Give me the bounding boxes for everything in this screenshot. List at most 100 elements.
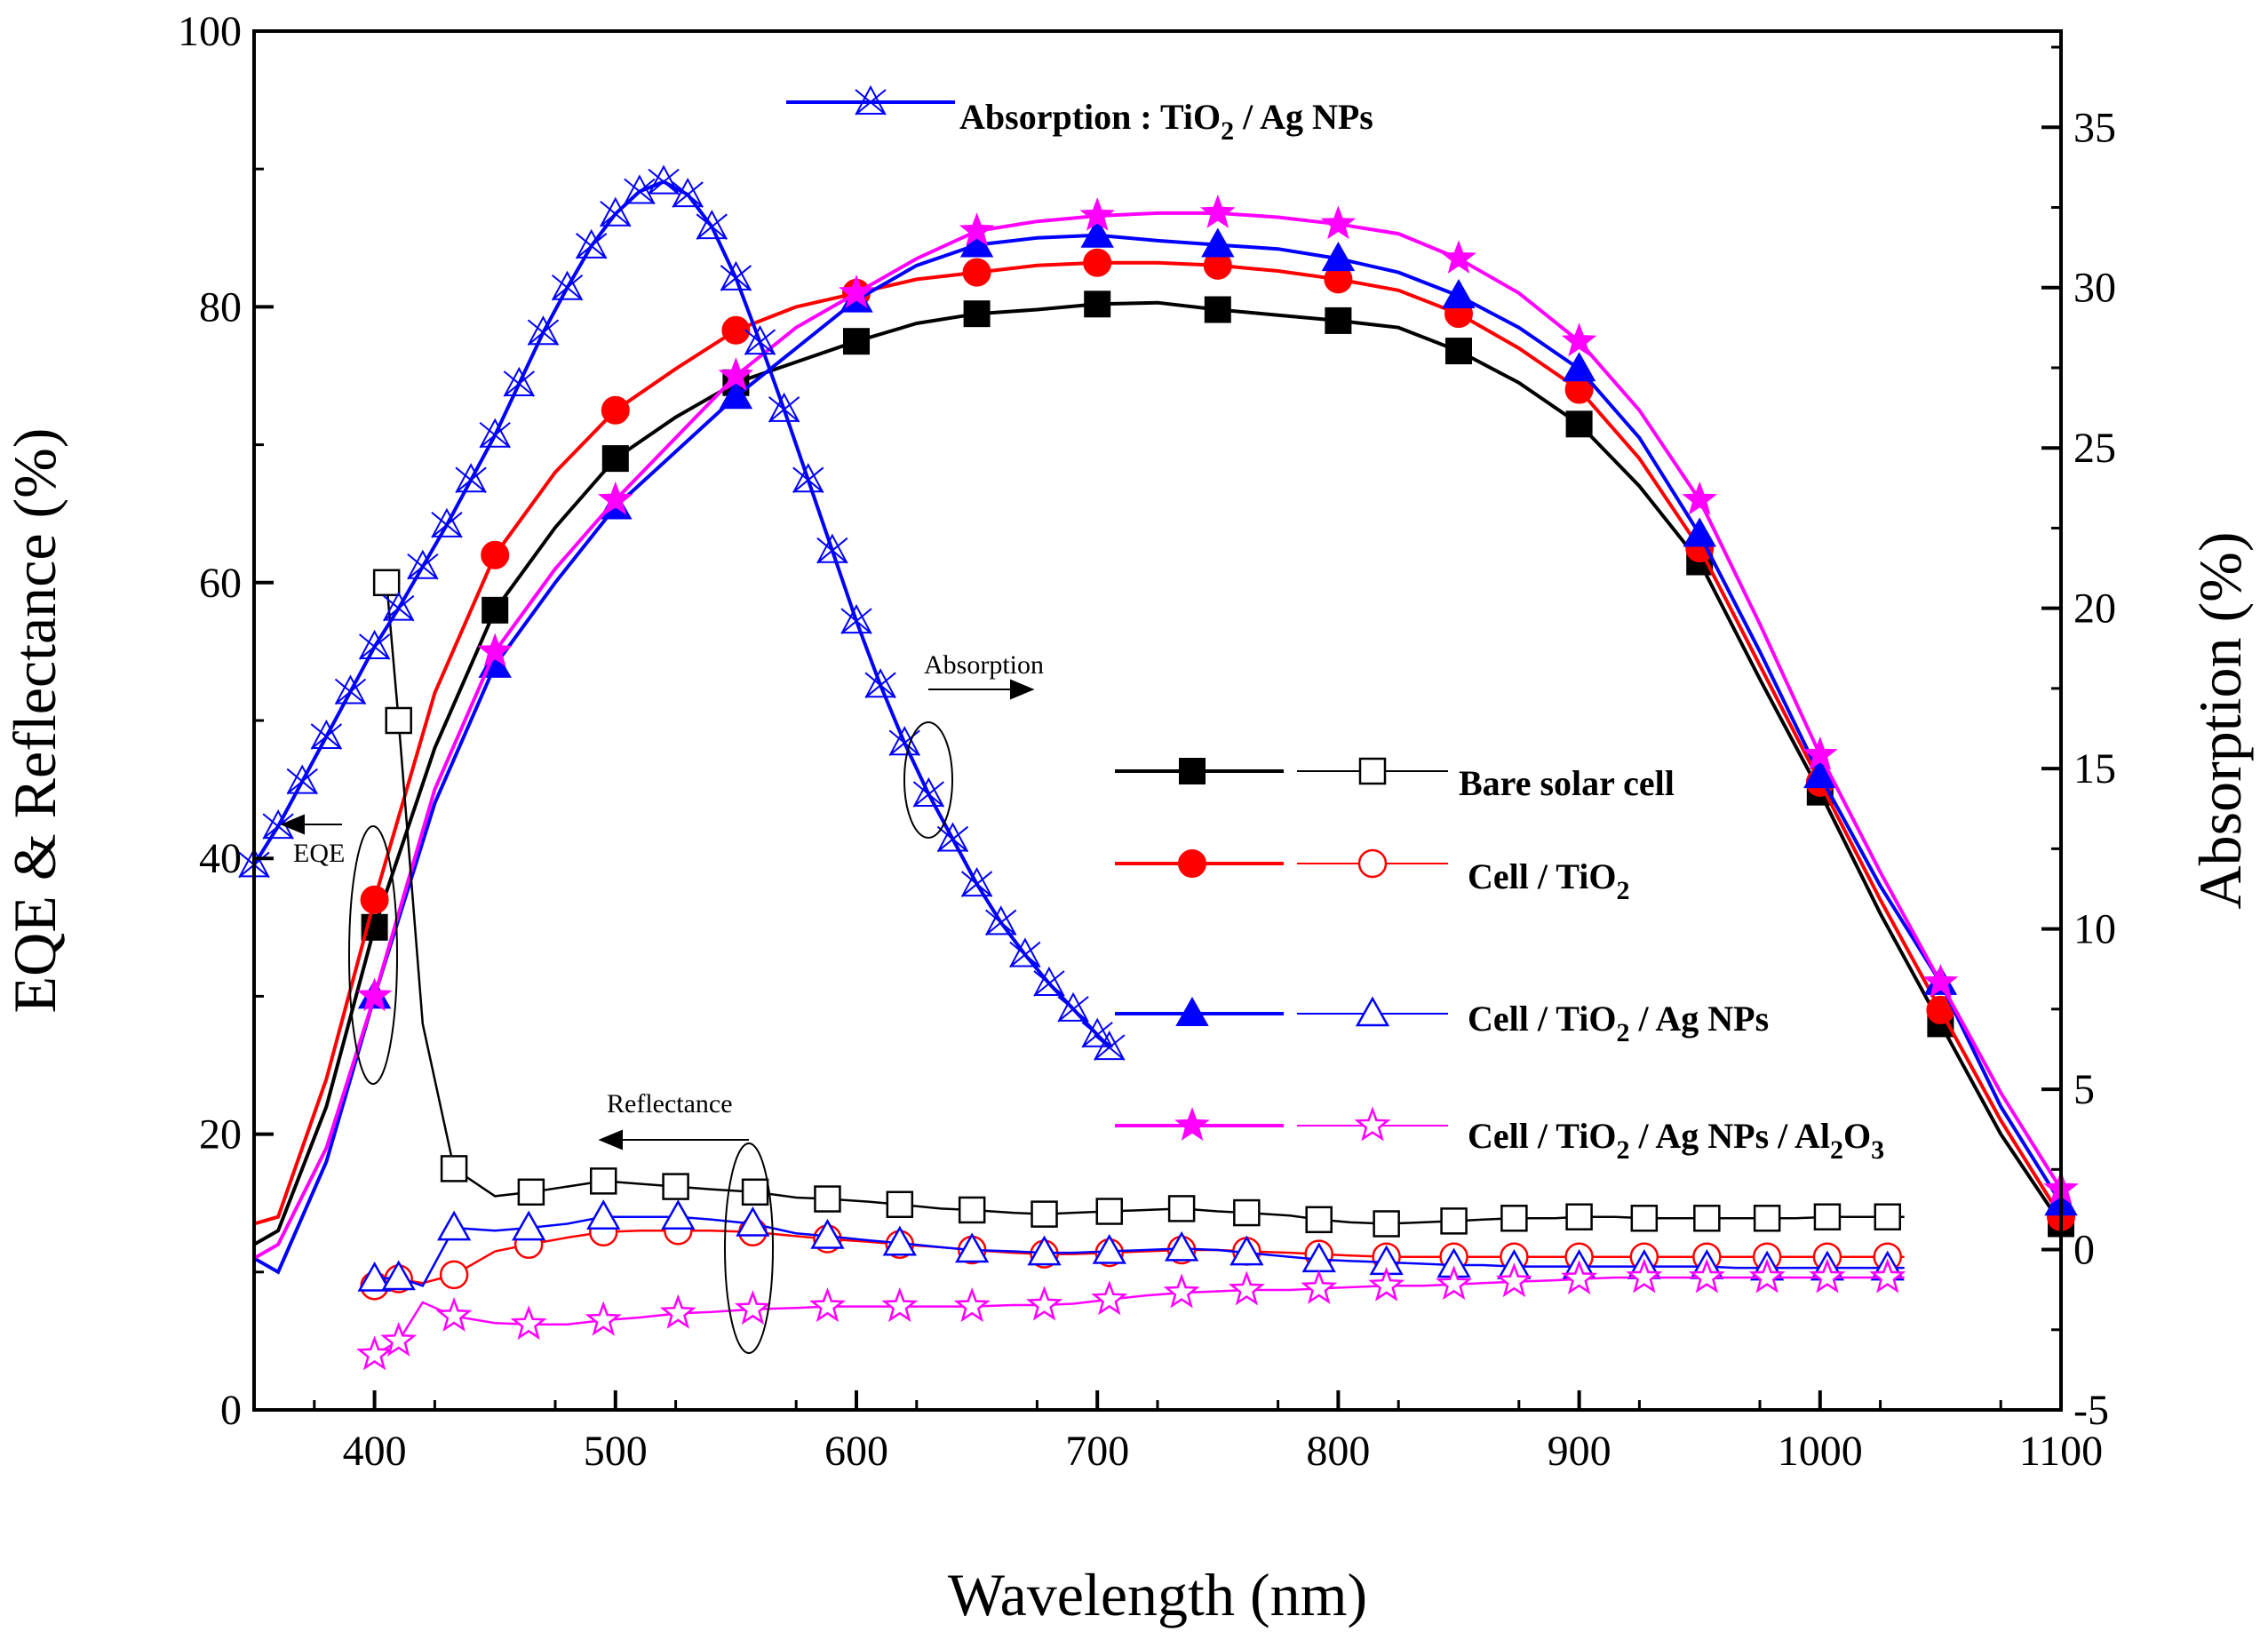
absorption-point (431, 507, 463, 538)
x-tick-label: 400 (343, 1428, 407, 1475)
reflectance-point-al (1091, 1280, 1128, 1316)
legend-entry-absorption: Absorption : TiO2 / Ag NPs (786, 84, 1373, 146)
reflectance-point-bare (958, 1196, 986, 1224)
absorption-point (744, 324, 776, 355)
legend-marker-filled (1175, 996, 1209, 1026)
reflectance-point-bare (1753, 1205, 1781, 1232)
reflectance-point-al (1809, 1258, 1846, 1294)
eqe-point-al (1682, 481, 1718, 515)
legend-markers-tio2-icon (1178, 848, 1388, 879)
absorption-point (720, 260, 752, 291)
x-tick-label: 600 (824, 1428, 888, 1475)
reflectance-point-ag (955, 1232, 990, 1263)
absorption-point (334, 674, 367, 705)
eqe-point-bare (601, 445, 629, 473)
legend-marker-filled (1174, 1107, 1210, 1141)
eqe-annotation-label: EQE (293, 839, 345, 868)
eqe-point-tio2 (721, 315, 751, 345)
y-tick-label: 80 (199, 283, 242, 330)
reflectance-point-ag (882, 1225, 917, 1256)
absorption-annotation-ellipse (903, 721, 953, 839)
absorption-point (960, 866, 993, 897)
absorption-point (888, 726, 920, 757)
legend-marker-absorption (855, 84, 887, 115)
y-tick-label: 0 (220, 1387, 242, 1434)
y2-tick-label: 30 (2073, 265, 2116, 312)
eqe-point-bare (481, 596, 509, 624)
reflectance-point-ag (1027, 1235, 1062, 1266)
absorption-point (358, 629, 391, 660)
absorption-point (816, 533, 848, 564)
eqe-point-tio2 (962, 258, 991, 287)
reflectance-point-al (881, 1287, 919, 1323)
reflectance-point-al (659, 1294, 696, 1329)
legend-markers-bare-icon (1179, 757, 1387, 785)
eqe-point-ag (719, 379, 753, 410)
reflectance-point-al (1436, 1265, 1473, 1301)
eqe-point-ag (1683, 517, 1716, 547)
eqe-point-bare (1325, 307, 1352, 334)
reflectance-point-bare (589, 1167, 617, 1195)
eqe-point-bare (1565, 410, 1593, 438)
eqe-point-tio2 (481, 540, 510, 569)
annotation-layer: EQE Reflectance Absorption (280, 650, 1044, 1354)
reflectance-point-bare (662, 1173, 689, 1200)
eqe-point-al (1922, 964, 1959, 998)
reflectance-point-al (1748, 1258, 1786, 1294)
x-tick-label: 1100 (2019, 1428, 2103, 1475)
legend-entry-ag: Cell / TiO2 / Ag NPs (1115, 996, 1769, 1047)
reflectance-point-ag (661, 1199, 696, 1230)
legend-entry-bare: Bare solar cell (1115, 757, 1675, 803)
eqe-point-al (356, 977, 393, 1012)
reflectance-annotation-ellipse (724, 1142, 774, 1354)
reflectance-point-bare (1305, 1206, 1333, 1234)
absorption-point (479, 418, 511, 449)
reflectance-point-al (953, 1287, 991, 1323)
eqe-point-bare (1204, 296, 1231, 323)
reflectance-point-al (1163, 1273, 1200, 1309)
legend-marker-open (1354, 1106, 1391, 1142)
reflectance-point-al (808, 1287, 847, 1323)
absorption-point (286, 764, 318, 795)
absorption-point (768, 392, 800, 423)
eqe-point-bare (843, 328, 870, 355)
reflectance-point-al (380, 1321, 418, 1357)
legend-marker-open (1355, 996, 1390, 1027)
legend-marker-open (1358, 757, 1387, 785)
y2-tick-label: 0 (2073, 1227, 2095, 1274)
legend: Absorption : TiO2 / Ag NPs Bare solar ce… (786, 84, 1884, 1165)
absorption-point (1057, 991, 1089, 1023)
eqe-point-al (1561, 322, 1597, 357)
reflectance-point-bare (741, 1178, 769, 1206)
legend-marker-absorption-icon (855, 84, 887, 115)
y2-tick-label: -5 (2073, 1387, 2109, 1434)
reflectance-annotation-label: Reflectance (607, 1089, 733, 1119)
y2-tick-label: 35 (2073, 104, 2116, 151)
reflectance-point-bare (1565, 1203, 1593, 1230)
legend-marker-filled (1178, 849, 1206, 878)
legend-label-ag: Cell / TiO2 / Ag NPs (1468, 999, 1769, 1047)
absorption-series (238, 164, 1126, 1061)
absorption-point (912, 776, 945, 808)
reflectance-point-bare (372, 569, 401, 597)
reflectance-point-bare (814, 1185, 841, 1213)
x-tick-label: 900 (1548, 1428, 1611, 1475)
eqe-line-bare (253, 300, 2063, 1246)
absorption-point (600, 196, 632, 227)
reflectance-point-al (1869, 1258, 1906, 1294)
eqe-point-bare (963, 300, 991, 328)
reflectance-point-bare (1031, 1200, 1058, 1228)
legend-marker-filled (1179, 758, 1206, 784)
absorption-point (792, 463, 824, 494)
reflectance-point-bare (517, 1178, 545, 1206)
reflectance-point-bare (1233, 1198, 1261, 1227)
eqe-point-al (597, 481, 633, 515)
absorption-point (840, 603, 872, 634)
reflectance-point-ag (1229, 1235, 1264, 1266)
reflectance-point-bare (1693, 1205, 1721, 1232)
reflectance-point-ag (357, 1262, 392, 1292)
reflectance-point-ag (586, 1199, 621, 1230)
eqe-point-al (839, 275, 874, 308)
reflectance-point-al (1626, 1258, 1663, 1294)
reflectance-point-bare (1167, 1195, 1196, 1222)
